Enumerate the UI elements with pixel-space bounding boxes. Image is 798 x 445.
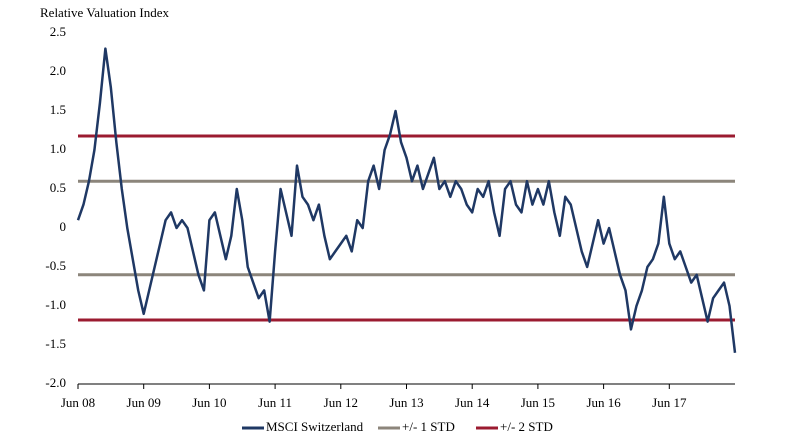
legend-label: +/- 2 STD (500, 419, 553, 434)
y-tick-label: 2.5 (50, 24, 66, 39)
x-tick-label: Jun 08 (61, 395, 95, 410)
legend-label: +/- 1 STD (402, 419, 455, 434)
y-tick-label: -2.0 (45, 375, 66, 390)
y-tick-label: 0 (60, 219, 67, 234)
chart-title: Relative Valuation Index (40, 5, 170, 20)
y-tick-label: 0.5 (50, 180, 66, 195)
x-tick-label: Jun 15 (521, 395, 555, 410)
y-tick-label: -1.5 (45, 336, 66, 351)
y-tick-label: 2.0 (50, 63, 66, 78)
legend-label: MSCI Switzerland (266, 419, 364, 434)
x-tick-label: Jun 12 (324, 395, 358, 410)
x-tick-label: Jun 14 (455, 395, 490, 410)
x-tick-label: Jun 13 (389, 395, 423, 410)
x-tick-label: Jun 11 (258, 395, 292, 410)
y-tick-label: -0.5 (45, 258, 66, 273)
y-tick-label: 1.0 (50, 141, 66, 156)
y-tick-label: 1.5 (50, 102, 66, 117)
y-tick-label: -1.0 (45, 297, 66, 312)
x-tick-label: Jun 09 (127, 395, 161, 410)
x-tick-label: Jun 16 (586, 395, 621, 410)
series-line (76, 47, 737, 353)
x-tick-label: Jun 17 (652, 395, 687, 410)
x-tick-label: Jun 10 (192, 395, 226, 410)
